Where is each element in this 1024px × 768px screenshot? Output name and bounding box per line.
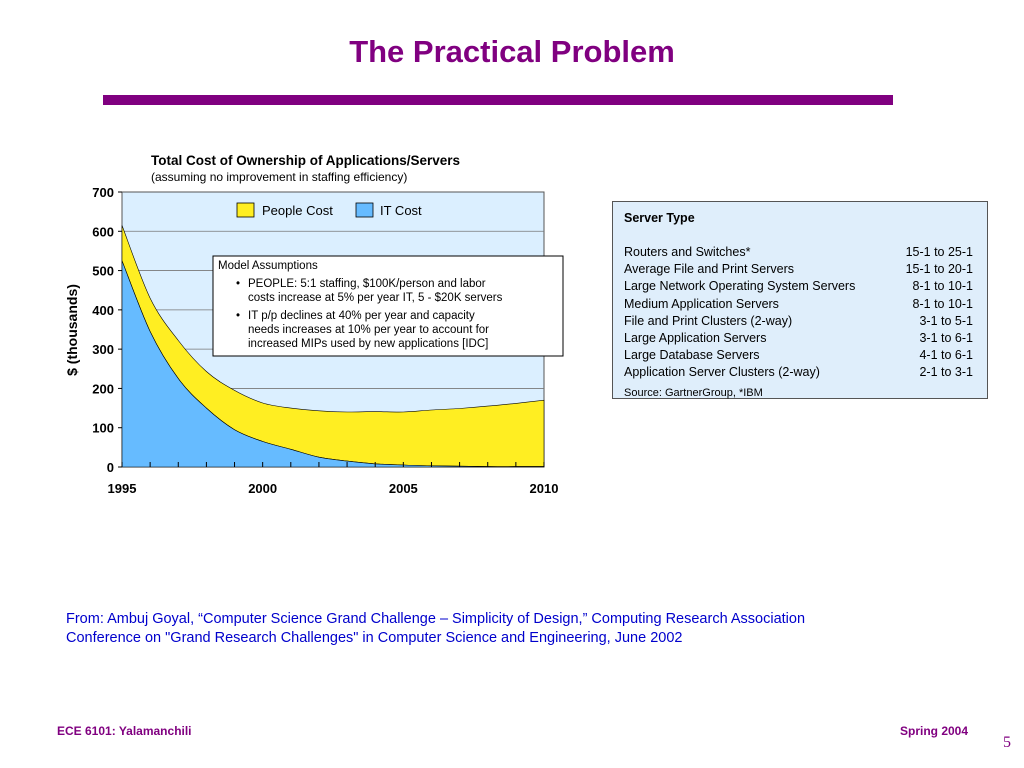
y-tick-label: 100 (92, 421, 114, 436)
assumption-bullet-2-line-2: needs increases at 10% per year to accou… (248, 324, 489, 336)
assumption-bullet-1-line-2: costs increase at 5% per year IT, 5 - $2… (248, 292, 503, 304)
server-type: Large Application Servers (624, 331, 767, 345)
assumption-bullet-1-marker: • (236, 278, 240, 290)
assumption-bullet-2-marker: • (236, 310, 240, 322)
x-tick-label: 1995 (108, 481, 137, 496)
staffing-ratio: 15-1 to 25-1 (905, 245, 973, 259)
x-tick-label: 2000 (248, 481, 277, 496)
staffing-ratio: 3-1 to 5-1 (919, 313, 973, 328)
y-axis-label: $ (thousands) (64, 284, 80, 376)
server-type: File and Print Clusters (2-way) (624, 313, 793, 328)
staffing-ratio: 2-1 to 3-1 (919, 365, 973, 380)
assumption-bullet-1-line-1: PEOPLE: 5:1 staffing, $100K/person and l… (248, 278, 486, 290)
assumption-bullet-2-line-3: increased MIPs used by new applications … (248, 338, 488, 350)
legend-swatch-it-cost (355, 202, 374, 218)
server-table-row: Medium Application Servers 8-1 to 10-1 (624, 297, 979, 314)
page-number: 5 (1003, 734, 1011, 751)
staffing-ratio: 8-1 to 10-1 (912, 296, 973, 311)
series-area-it-cost (121, 260, 545, 468)
y-tick-label: 400 (92, 303, 114, 318)
citation: From: Ambuj Goyal, “Computer Science Gra… (66, 610, 966, 648)
y-tick-label: 0 (107, 460, 114, 475)
x-tick-label: 2010 (530, 481, 559, 496)
server-type: Large Network Operating System Servers (624, 279, 856, 294)
server-type: Average File and Print Servers (624, 262, 794, 277)
server-ratio-table: Server Type Routers and Switches* 15-1 to… (612, 201, 988, 399)
citation-line-1: From: Ambuj Goyal, “Computer Science Gra… (66, 611, 806, 627)
y-tick-label: 200 (92, 381, 114, 396)
y-axis-ticks: 0 100 200 300 400 500 600 700 (92, 185, 122, 475)
staffing-ratio: 8-1 to 10-1 (912, 279, 973, 294)
assumption-bullet-2-line-1: IT p/p declines at 40% per year and capa… (248, 310, 475, 322)
server-table-row: Routers and Switches* 15-1 to 25-1 (624, 245, 979, 262)
server-table-header: Server Type (624, 211, 695, 225)
x-tick-label: 2005 (389, 481, 418, 496)
y-tick-label: 500 (92, 264, 114, 279)
assumptions-frame (212, 255, 564, 357)
server-type: Routers and Switches* (624, 245, 751, 259)
server-table-row: Application Server Clusters (2-way) 2-1 t… (624, 365, 979, 382)
server-table-row: Large Application Servers 3-1 to 6-1 (624, 331, 979, 348)
slide-title: The Practical Problem (349, 34, 675, 69)
legend-swatch-people-cost (236, 202, 255, 218)
footer-term: Spring 2004 (900, 724, 969, 738)
server-table-row: Large Database Servers 4-1 to 6-1 (624, 348, 979, 365)
chart-title: Total Cost of Ownership of Applications/… (151, 153, 460, 168)
y-tick-label: 700 (92, 185, 114, 200)
x-axis-ticks: 1995 2000 2005 2010 (108, 462, 559, 496)
footer-course: ECE 6101: Yalamanchili (57, 724, 192, 738)
y-tick-label: 300 (92, 342, 114, 357)
model-assumptions-box: Model Assumptions • PEOPLE: 5:1 staffing… (212, 255, 564, 357)
legend-label-it-cost: IT Cost (380, 203, 422, 218)
server-table-row: Large Network Operating System Servers 8-… (624, 279, 979, 296)
server-table-source: Source: GartnerGroup, *IBM (624, 387, 763, 399)
citation-line-2: Conference on "Grand Research Challenges… (66, 630, 683, 646)
server-type: Medium Application Servers (624, 296, 779, 311)
staffing-ratio: 3-1 to 6-1 (919, 331, 973, 345)
server-type: Application Server Clusters (2-way) (624, 365, 820, 380)
staffing-ratio: 15-1 to 20-1 (905, 262, 973, 277)
title-divider (103, 95, 893, 105)
chart-subtitle: (assuming no improvement in staffing eff… (151, 170, 407, 184)
legend-label-people-cost: People Cost (262, 203, 333, 218)
legend: People Cost IT Cost (236, 202, 422, 218)
staffing-ratio: 4-1 to 6-1 (919, 348, 973, 363)
server-table-row: File and Print Clusters (2-way) 3-1 to 5-… (624, 314, 979, 331)
assumptions-title: Model Assumptions (218, 260, 318, 272)
server-table-row: Average File and Print Servers 15-1 to 20… (624, 262, 979, 279)
y-tick-label: 600 (92, 224, 114, 239)
server-type: Large Database Servers (624, 348, 760, 363)
